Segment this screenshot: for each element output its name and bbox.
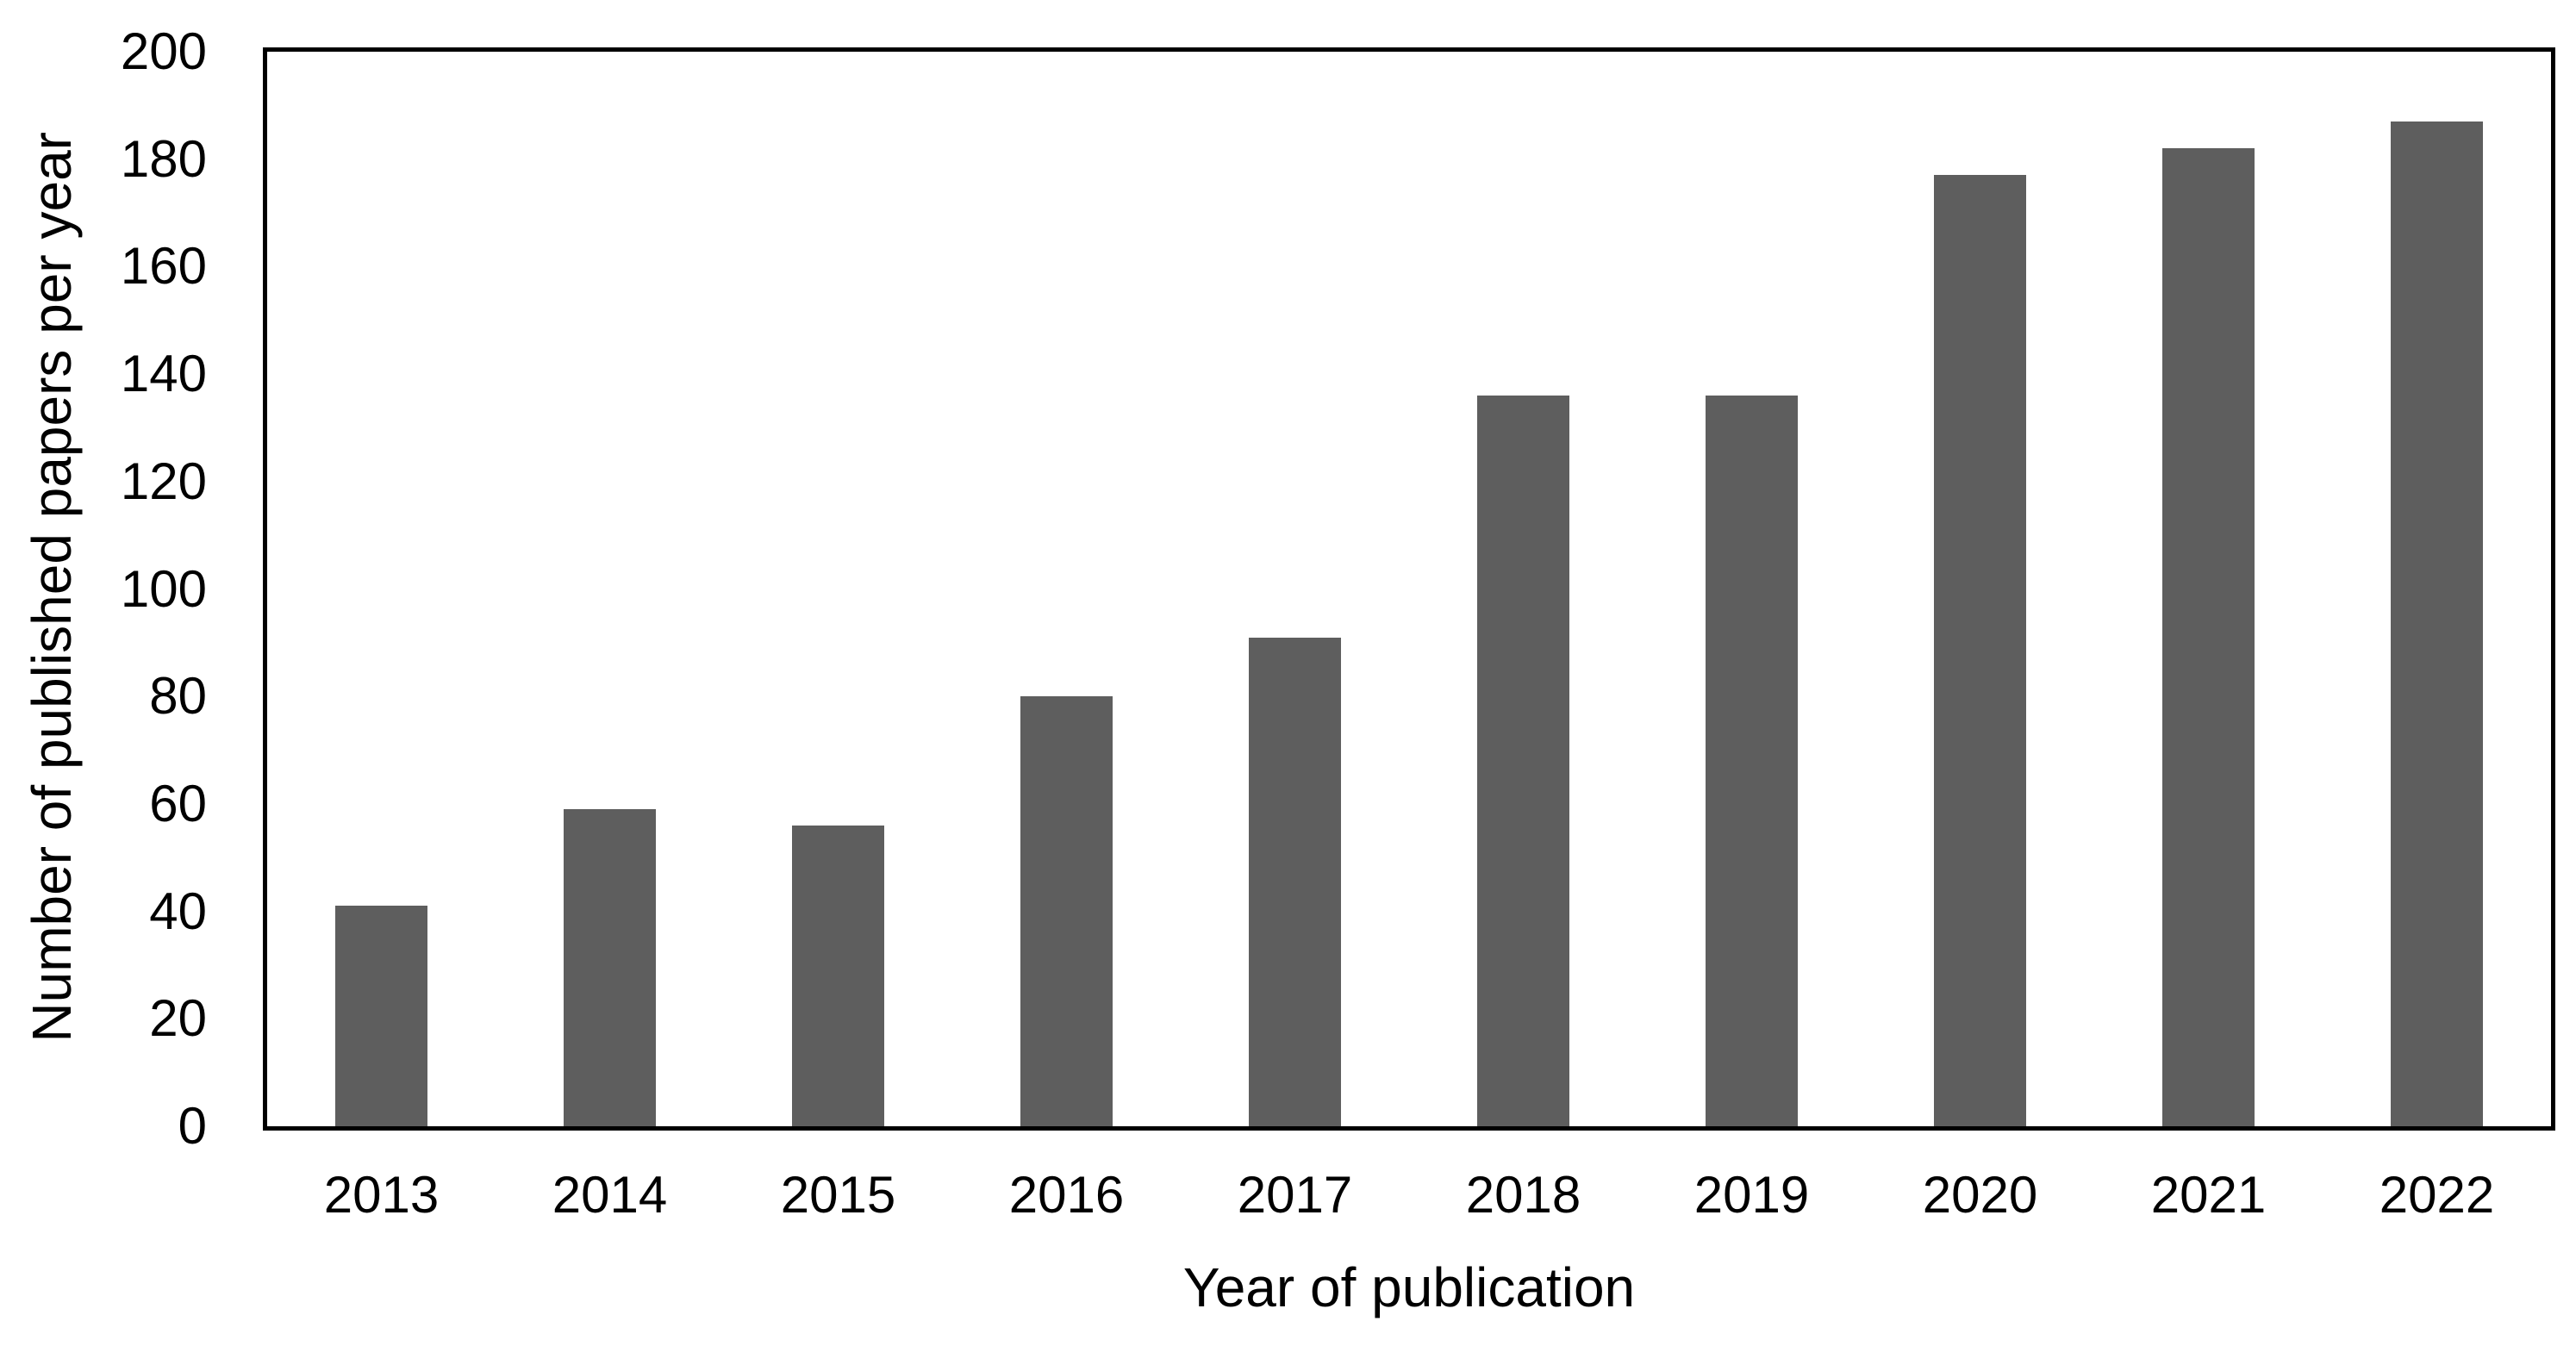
bar-slot-2018 (1409, 52, 1637, 1126)
y-tick-80: 80 (149, 667, 207, 726)
x-tick-2019: 2019 (1693, 1166, 1810, 1224)
bar-2021 (2162, 148, 2255, 1126)
y-axis-tick-labels: 0 20 40 60 80 100 120 140 160 180 200 (0, 26, 207, 1152)
bar-2018 (1477, 396, 1569, 1126)
bar-2014 (564, 809, 656, 1126)
x-tick-2017: 2017 (1237, 1166, 1353, 1224)
y-tick-20: 20 (149, 989, 207, 1048)
y-tick-60: 60 (149, 774, 207, 832)
x-tick-2015: 2015 (780, 1166, 896, 1224)
bar-slot-2015 (724, 52, 952, 1126)
x-tick-2014: 2014 (552, 1166, 668, 1224)
bar-slot-2019 (1637, 52, 1866, 1126)
y-tick-200: 200 (120, 22, 207, 80)
bar-2022 (2391, 122, 2483, 1126)
y-tick-40: 40 (149, 882, 207, 940)
bar-slot-2021 (2094, 52, 2323, 1126)
x-tick-2021: 2021 (2150, 1166, 2267, 1224)
bar-2020 (1934, 175, 2026, 1126)
x-tick-2013: 2013 (323, 1166, 440, 1224)
bar-slot-2014 (496, 52, 724, 1126)
bars-container (267, 52, 2551, 1126)
x-tick-2018: 2018 (1465, 1166, 1581, 1224)
y-tick-180: 180 (120, 129, 207, 188)
y-tick-140: 140 (120, 345, 207, 403)
x-axis-title-text: Year of publication (1182, 1256, 1636, 1318)
bar-2015 (792, 825, 884, 1126)
bar-2013 (335, 906, 427, 1126)
x-axis-tick-labels: 2013 2014 2015 2016 2017 2018 2019 2020 2021 2022 (267, 1169, 2551, 1221)
y-tick-160: 160 (120, 237, 207, 296)
plot-area (263, 47, 2555, 1131)
x-tick-2022: 2022 (2379, 1166, 2495, 1224)
bar-2016 (1020, 696, 1113, 1126)
x-axis-title: Year of publication (263, 1260, 2555, 1315)
bar-2017 (1249, 637, 1341, 1126)
y-tick-120: 120 (120, 452, 207, 510)
bar-slot-2022 (2323, 52, 2551, 1126)
bar-slot-2020 (1866, 52, 2094, 1126)
x-tick-2016: 2016 (1008, 1166, 1125, 1224)
bar-slot-2016 (952, 52, 1181, 1126)
x-tick-2020: 2020 (1922, 1166, 2038, 1224)
y-tick-100: 100 (120, 559, 207, 618)
y-tick-0: 0 (178, 1097, 207, 1155)
bar-slot-2013 (267, 52, 496, 1126)
bar-2019 (1706, 396, 1798, 1126)
bar-slot-2017 (1181, 52, 1409, 1126)
